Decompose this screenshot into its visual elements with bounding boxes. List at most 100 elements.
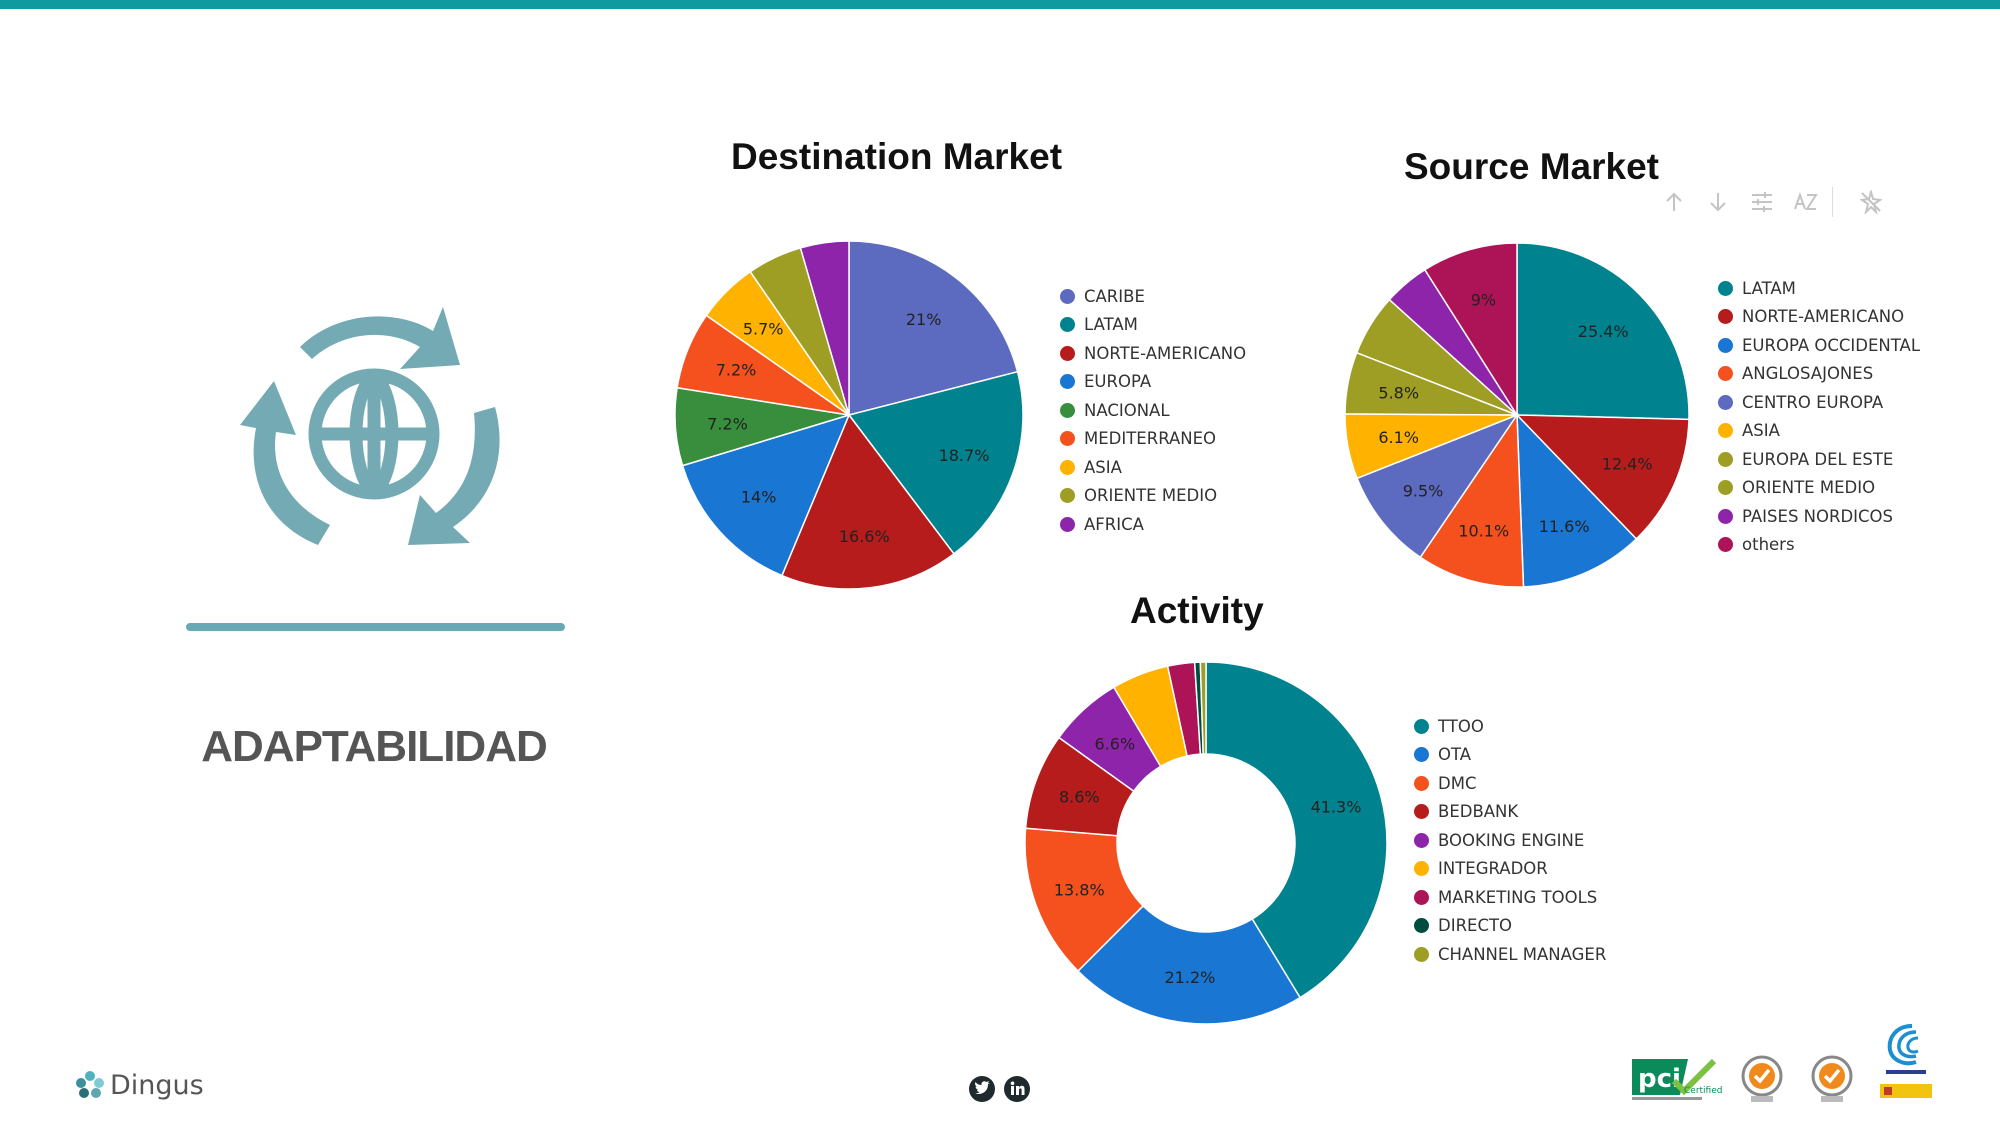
destination-legend-item-0[interactable]: CARIBE bbox=[1060, 282, 1246, 311]
destination-data-label-1: 18.7% bbox=[939, 446, 990, 465]
destination-legend-item-1[interactable]: LATAM bbox=[1060, 311, 1246, 340]
source-data-label-6: 5.8% bbox=[1378, 383, 1419, 402]
source-legend-label-2: EUROPA OCCIDENTAL bbox=[1742, 335, 1921, 355]
destination-slice-0[interactable] bbox=[848, 240, 1019, 416]
activity-legend-item-1[interactable]: OTA bbox=[1414, 741, 1606, 770]
source-legend-label-6: EUROPA DEL ESTE bbox=[1742, 449, 1894, 469]
source-slice-4[interactable] bbox=[1356, 413, 1519, 559]
sliders-icon[interactable] bbox=[1740, 186, 1784, 218]
source-legend-item-8[interactable]: PAISES NORDICOS bbox=[1718, 502, 1920, 531]
destination-legend-item-4[interactable]: NACIONAL bbox=[1060, 396, 1246, 425]
destination-legend-item-7[interactable]: ORIENTE MEDIO bbox=[1060, 482, 1246, 511]
source-slice-0[interactable] bbox=[1516, 242, 1690, 421]
destination-legend-label-5: MEDITERRANEO bbox=[1084, 429, 1217, 449]
activity-legend-item-0[interactable]: TTOO bbox=[1414, 712, 1606, 741]
top-accent-bar bbox=[0, 0, 2000, 9]
sort-az-icon[interactable] bbox=[1784, 186, 1828, 218]
source-data-label-9: 9% bbox=[1471, 290, 1496, 309]
source-legend-swatch-5 bbox=[1718, 423, 1733, 439]
source-legend-label-0: LATAM bbox=[1742, 278, 1796, 298]
activity-legend-item-4[interactable]: BOOKING ENGINE bbox=[1414, 826, 1606, 855]
source-legend-item-3[interactable]: ANGLOSAJONES bbox=[1718, 360, 1920, 389]
pci-certified-badge: pci Certified bbox=[1630, 1055, 1722, 1106]
destination-legend-item-5[interactable]: MEDITERRANEO bbox=[1060, 425, 1246, 454]
source-legend-item-2[interactable]: EUROPA OCCIDENTAL bbox=[1718, 331, 1920, 360]
source-legend-swatch-2 bbox=[1718, 337, 1733, 353]
source-legend-label-9: others bbox=[1742, 535, 1795, 555]
activity-slice-1[interactable] bbox=[1076, 904, 1302, 1025]
activity-legend-item-6[interactable]: MARKETING TOOLS bbox=[1414, 883, 1606, 912]
source-legend-item-5[interactable]: ASIA bbox=[1718, 417, 1920, 446]
destination-legend-label-2: NORTE-AMERICANO bbox=[1084, 343, 1247, 363]
activity-legend: TTOO OTA DMC BEDBANK BOOKING ENGINE INTEGRADO… bbox=[1414, 712, 1606, 969]
source-slice-1[interactable] bbox=[1515, 414, 1690, 540]
innovation-badge bbox=[1872, 1018, 1938, 1109]
destination-legend-label-8: AFRICA bbox=[1084, 514, 1144, 534]
destination-legend-item-3[interactable]: EUROPA bbox=[1060, 368, 1246, 397]
source-slice-3[interactable] bbox=[1419, 412, 1525, 588]
activity-data-label-0: 41.3% bbox=[1311, 798, 1362, 817]
brand-logo[interactable]: Dingus bbox=[74, 1069, 204, 1101]
destination-slice-2[interactable] bbox=[780, 413, 955, 590]
activity-legend-item-8[interactable]: CHANNEL MANAGER bbox=[1414, 940, 1606, 969]
activity-legend-swatch-8 bbox=[1414, 946, 1429, 962]
source-chart-title: Source Market bbox=[1404, 146, 1659, 187]
destination-data-label-5: 7.2% bbox=[716, 360, 757, 379]
destination-legend-item-6[interactable]: ASIA bbox=[1060, 453, 1246, 482]
destination-slice-1[interactable] bbox=[847, 370, 1024, 555]
source-legend-swatch-1 bbox=[1718, 309, 1733, 325]
activity-slice-8[interactable] bbox=[1199, 661, 1207, 755]
source-legend-label-4: CENTRO EUROPA bbox=[1742, 392, 1884, 412]
source-legend-item-9[interactable]: others bbox=[1718, 531, 1920, 560]
destination-legend-swatch-1 bbox=[1060, 317, 1075, 333]
linkedin-icon[interactable] bbox=[1004, 1076, 1030, 1102]
activity-legend-swatch-3 bbox=[1414, 804, 1429, 820]
twitter-icon[interactable] bbox=[969, 1076, 995, 1102]
activity-slice-0[interactable] bbox=[1205, 661, 1388, 999]
arrow-down-icon[interactable] bbox=[1696, 186, 1740, 218]
activity-legend-label-4: BOOKING ENGINE bbox=[1438, 830, 1585, 850]
source-slice-9[interactable] bbox=[1423, 242, 1518, 418]
source-legend-label-5: ASIA bbox=[1742, 421, 1780, 441]
destination-slice-8[interactable] bbox=[799, 240, 850, 416]
feature-label: ADAPTABILIDAD bbox=[201, 722, 548, 771]
destination-legend-label-4: NACIONAL bbox=[1084, 400, 1170, 420]
activity-legend-item-3[interactable]: BEDBANK bbox=[1414, 798, 1606, 827]
source-legend-item-6[interactable]: EUROPA DEL ESTE bbox=[1718, 445, 1920, 474]
source-data-label-4: 9.5% bbox=[1403, 481, 1444, 500]
pci-logo-text: pci bbox=[1638, 1064, 1681, 1094]
activity-data-label-2: 13.8% bbox=[1054, 881, 1105, 900]
destination-legend-item-2[interactable]: NORTE-AMERICANO bbox=[1060, 339, 1246, 368]
source-legend-label-1: NORTE-AMERICANO bbox=[1742, 307, 1905, 327]
destination-legend-label-7: ORIENTE MEDIO bbox=[1084, 486, 1218, 506]
source-legend-item-4[interactable]: CENTRO EUROPA bbox=[1718, 388, 1920, 417]
activity-legend-swatch-2 bbox=[1414, 775, 1429, 791]
source-data-label-1: 12.4% bbox=[1602, 455, 1653, 474]
activity-legend-label-1: OTA bbox=[1438, 745, 1472, 765]
activity-legend-item-2[interactable]: DMC bbox=[1414, 769, 1606, 798]
dingus-logo-icon bbox=[76, 1071, 104, 1098]
arrow-up-icon[interactable] bbox=[1652, 186, 1696, 218]
source-legend-item-0[interactable]: LATAM bbox=[1718, 274, 1920, 303]
source-legend-swatch-7 bbox=[1718, 480, 1733, 496]
destination-chart-title: Destination Market bbox=[731, 136, 1063, 177]
source-slice-2[interactable] bbox=[1516, 413, 1638, 588]
destination-legend-item-8[interactable]: AFRICA bbox=[1060, 510, 1246, 539]
globe-cycle-icon bbox=[240, 307, 500, 545]
destination-slice-3[interactable] bbox=[681, 413, 851, 577]
destination-data-label-4: 7.2% bbox=[707, 414, 748, 433]
activity-legend-label-6: MARKETING TOOLS bbox=[1438, 887, 1598, 907]
destination-legend-swatch-5 bbox=[1060, 431, 1075, 447]
activity-legend-item-7[interactable]: DIRECTO bbox=[1414, 912, 1606, 941]
activity-legend-label-3: BEDBANK bbox=[1438, 802, 1519, 822]
activity-legend-item-5[interactable]: INTEGRADOR bbox=[1414, 855, 1606, 884]
activity-data-label-1: 21.2% bbox=[1165, 968, 1216, 987]
source-legend-item-1[interactable]: NORTE-AMERICANO bbox=[1718, 303, 1920, 332]
activity-chart-title: Activity bbox=[1130, 590, 1264, 631]
source-legend-swatch-9 bbox=[1718, 537, 1733, 553]
toolbar-separator bbox=[1832, 187, 1833, 217]
pin-icon[interactable] bbox=[1849, 186, 1893, 218]
activity-legend-swatch-7 bbox=[1414, 918, 1429, 934]
source-legend-item-7[interactable]: ORIENTE MEDIO bbox=[1718, 474, 1920, 503]
